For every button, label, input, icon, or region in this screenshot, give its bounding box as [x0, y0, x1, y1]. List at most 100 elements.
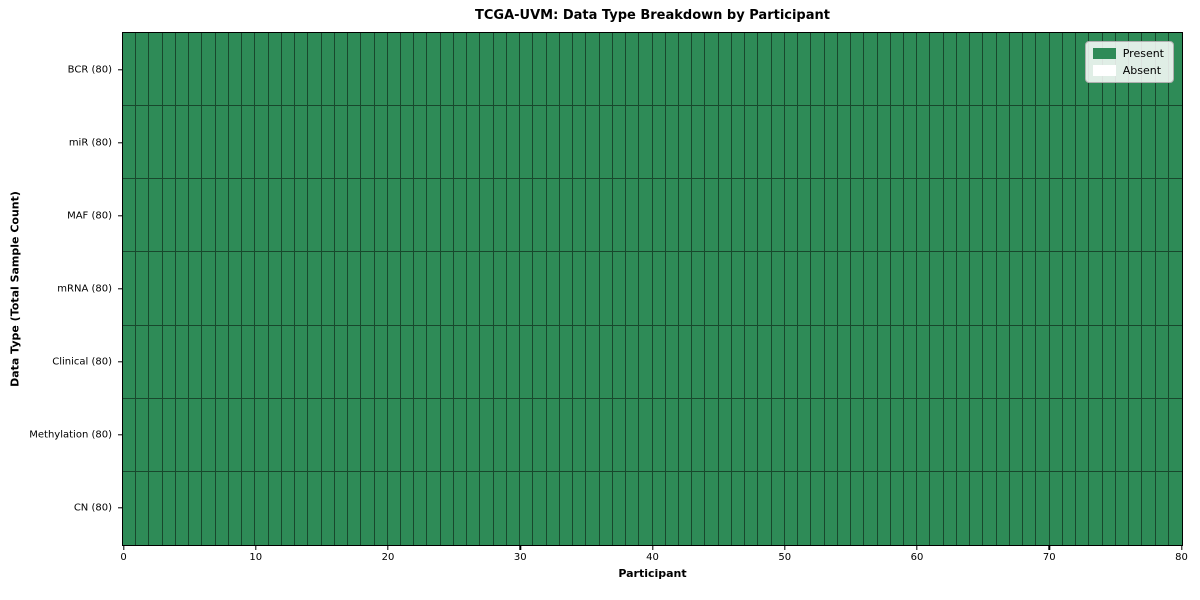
- heatmap-cell: [1062, 252, 1077, 326]
- heatmap-cell: [520, 179, 534, 253]
- heatmap-cell: [996, 33, 1010, 107]
- heatmap-cell: [784, 106, 799, 180]
- heatmap-cell: [414, 179, 428, 253]
- heatmap-cell: [136, 179, 150, 253]
- heatmap-cell: [149, 33, 163, 107]
- heatmap-cell: [784, 252, 799, 326]
- heatmap-cell: [136, 325, 150, 399]
- heatmap-cell: [1142, 398, 1156, 472]
- heatmap-cell: [1023, 325, 1037, 399]
- heatmap-cell: [890, 179, 904, 253]
- y-tick-mark: [118, 507, 122, 509]
- heatmap-cell: [348, 106, 362, 180]
- heatmap-cell: [771, 398, 785, 472]
- heatmap-cell: [851, 179, 865, 253]
- x-tick-mark: [916, 546, 918, 550]
- heatmap-cell: [467, 179, 481, 253]
- x-tick-label: 0: [120, 551, 127, 563]
- heatmap-cell: [771, 471, 785, 545]
- heatmap-cell: [136, 252, 150, 326]
- heatmap-cell: [718, 106, 732, 180]
- heatmap-cell: [149, 252, 163, 326]
- heatmap-cell: [480, 252, 494, 326]
- heatmap-cell: [1115, 471, 1130, 545]
- heatmap-cell: [956, 252, 971, 326]
- heatmap-cell: [930, 471, 944, 545]
- heatmap-cell: [533, 179, 547, 253]
- chart-title: TCGA-UVM: Data Type Breakdown by Partici…: [475, 8, 830, 23]
- heatmap-cell: [400, 179, 415, 253]
- heatmap-cell: [281, 471, 296, 545]
- heatmap-cell: [414, 398, 428, 472]
- heatmap-cell: [665, 471, 679, 545]
- heatmap-cell: [334, 33, 349, 107]
- heatmap-cell: [599, 179, 613, 253]
- heatmap-cell: [639, 33, 653, 107]
- heatmap-cell: [718, 252, 732, 326]
- heatmap-cell: [175, 179, 190, 253]
- heatmap-cell: [930, 179, 944, 253]
- heatmap-cell: [414, 252, 428, 326]
- heatmap-cell: [652, 252, 666, 326]
- x-tick-mark: [519, 546, 521, 550]
- heatmap-cell: [440, 252, 454, 326]
- heatmap-cell: [692, 33, 706, 107]
- heatmap-cell: [758, 398, 772, 472]
- heatmap-cell: [1036, 252, 1050, 326]
- heatmap-cell: [348, 398, 362, 472]
- heatmap-cell: [930, 106, 944, 180]
- heatmap-cell: [242, 471, 256, 545]
- x-tick-mark: [255, 546, 257, 550]
- heatmap-cell: [440, 33, 454, 107]
- heatmap-cell: [162, 33, 176, 107]
- heatmap-cell: [334, 252, 349, 326]
- heatmap-cell: [586, 325, 600, 399]
- heatmap-cell: [599, 398, 613, 472]
- heatmap-cell: [917, 106, 931, 180]
- heatmap-cell: [851, 398, 865, 472]
- heatmap-cell: [705, 106, 719, 180]
- heatmap-cell: [295, 252, 309, 326]
- heatmap-cell: [731, 33, 746, 107]
- heatmap-cell: [930, 33, 944, 107]
- heatmap-cell: [798, 179, 812, 253]
- heatmap-cell: [215, 106, 229, 180]
- heatmap-cell: [123, 179, 137, 253]
- plot-area: Present Absent: [122, 32, 1183, 546]
- heatmap-cell: [149, 106, 163, 180]
- heatmap-cell: [453, 252, 468, 326]
- heatmap-cell: [824, 33, 838, 107]
- heatmap-cell: [996, 325, 1010, 399]
- heatmap-cell: [626, 179, 640, 253]
- heatmap-cell: [983, 325, 997, 399]
- y-tick-mark: [118, 69, 122, 71]
- heatmap-cell: [745, 179, 759, 253]
- heatmap-cell: [175, 325, 190, 399]
- heatmap-cell: [268, 398, 282, 472]
- heatmap-cell: [599, 252, 613, 326]
- heatmap-cell: [546, 252, 560, 326]
- legend-item: Absent: [1092, 64, 1164, 77]
- y-tick-label: BCR (80): [67, 64, 112, 76]
- heatmap-cell: [692, 398, 706, 472]
- heatmap-cell: [228, 325, 243, 399]
- heatmap-cell: [771, 179, 785, 253]
- heatmap-cell: [784, 398, 799, 472]
- heatmap-cell: [467, 325, 481, 399]
- x-tick-label: 30: [513, 551, 527, 563]
- heatmap-cell: [242, 325, 256, 399]
- heatmap-cell: [1115, 398, 1130, 472]
- heatmap-cell: [321, 325, 335, 399]
- heatmap-cell: [189, 252, 203, 326]
- heatmap-cell: [983, 398, 997, 472]
- heatmap-cell: [308, 179, 322, 253]
- heatmap-cell: [692, 325, 706, 399]
- heatmap-cell: [811, 252, 825, 326]
- heatmap-cell: [189, 325, 203, 399]
- heatmap-cell: [387, 33, 401, 107]
- heatmap-cell: [692, 252, 706, 326]
- heatmap-cell: [784, 33, 799, 107]
- y-tick-mark: [118, 288, 122, 290]
- heatmap-cell: [996, 398, 1010, 472]
- x-tick-label: 70: [1042, 551, 1056, 563]
